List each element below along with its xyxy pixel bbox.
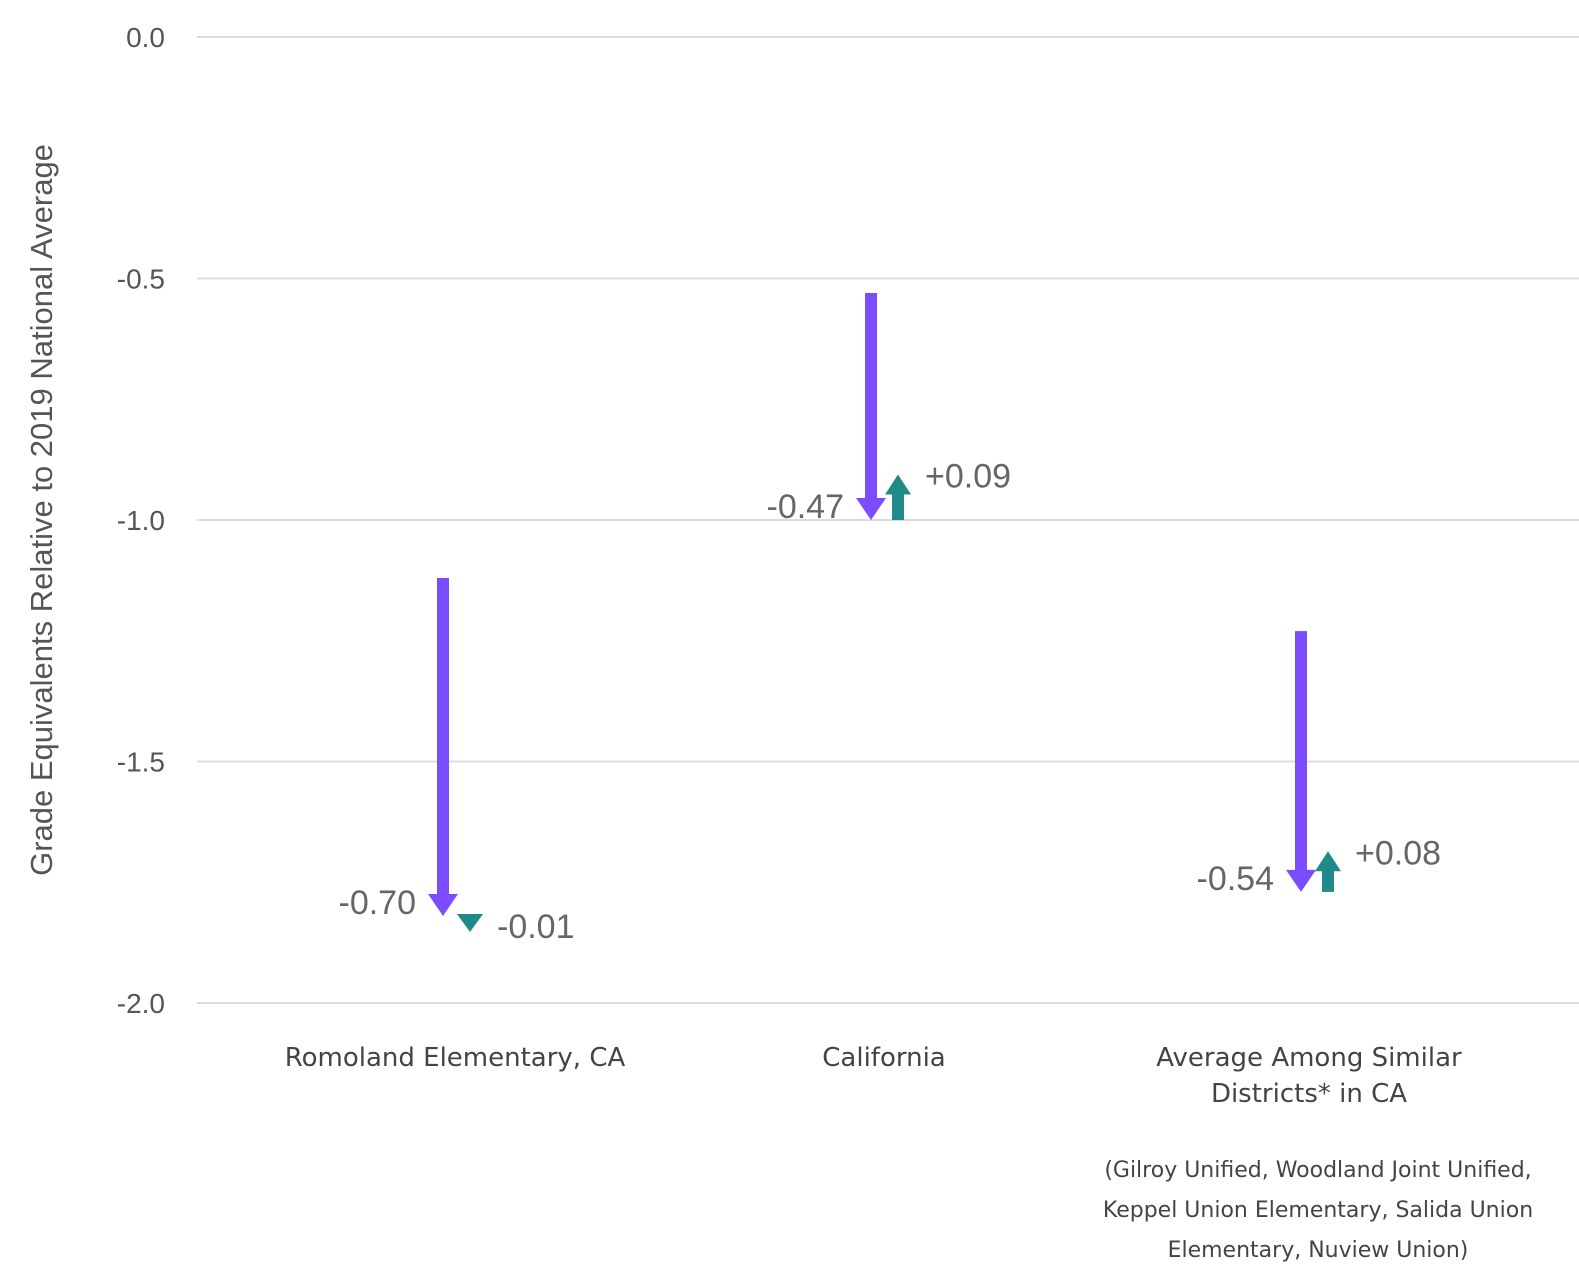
decline-arrow-head: [428, 894, 458, 917]
decline-arrow: [856, 292, 886, 520]
y-tick-label: 0.0: [126, 22, 165, 53]
decline-arrow-shaft: [437, 577, 449, 896]
category-label: California: [822, 1043, 945, 1073]
change-arrow-head: [1315, 851, 1341, 872]
category-label: Romoland Elementary, CA: [285, 1043, 626, 1073]
category-label: Average Among Similar: [1156, 1043, 1462, 1073]
change-arrow: [885, 474, 911, 520]
decline-arrow-head: [1286, 869, 1316, 892]
y-tick-label: -1.0: [117, 505, 165, 536]
change-value-label: +0.09: [925, 458, 1011, 496]
footnote-line: Keppel Union Elementary, Salida Union: [1103, 1198, 1533, 1223]
change-value-label: +0.08: [1355, 834, 1441, 872]
decline-arrow-shaft: [865, 292, 877, 499]
y-tick-label: -1.5: [117, 747, 165, 778]
decline-value-label: -0.70: [339, 884, 417, 922]
decline-arrow: [428, 577, 458, 917]
change-arrow-head: [457, 914, 483, 933]
decline-arrow-shaft: [1295, 631, 1307, 871]
change-arrow-shaft: [1322, 870, 1334, 892]
decline-arrow: [1286, 631, 1316, 892]
change-arrow-shaft: [892, 493, 904, 520]
category-labels: Romoland Elementary, CA California Average…: [285, 1043, 1462, 1109]
change-arrow-head: [885, 474, 911, 495]
category-label: Districts* in CA: [1211, 1079, 1407, 1109]
y-tick-label: -2.0: [117, 988, 165, 1019]
decline-value-label: -0.47: [767, 488, 845, 526]
gridlines: [197, 36, 1579, 1004]
footnote: (Gilroy Unified, Woodland Joint Unified,…: [1103, 1158, 1533, 1263]
footnote-line: Elementary, Nuview Union): [1168, 1238, 1469, 1263]
y-tick-label: -0.5: [117, 264, 165, 295]
y-axis-ticks: 0.0 -0.5 -1.0 -1.5 -2.0: [117, 22, 165, 1019]
change-arrow: [1315, 851, 1341, 892]
footnote-line: (Gilroy Unified, Woodland Joint Unified,: [1104, 1158, 1531, 1183]
decline-arrow-head: [856, 498, 886, 520]
y-axis-title: Grade Equivalents Relative to 2019 Natio…: [24, 144, 59, 876]
change-arrow: [457, 914, 483, 933]
decline-value-label: -0.54: [1197, 860, 1275, 898]
arrow-marks: -0.70 -0.01 -0.47 +0.09 -0.54 +0.08: [339, 292, 1441, 946]
change-value-label: -0.01: [497, 908, 575, 946]
